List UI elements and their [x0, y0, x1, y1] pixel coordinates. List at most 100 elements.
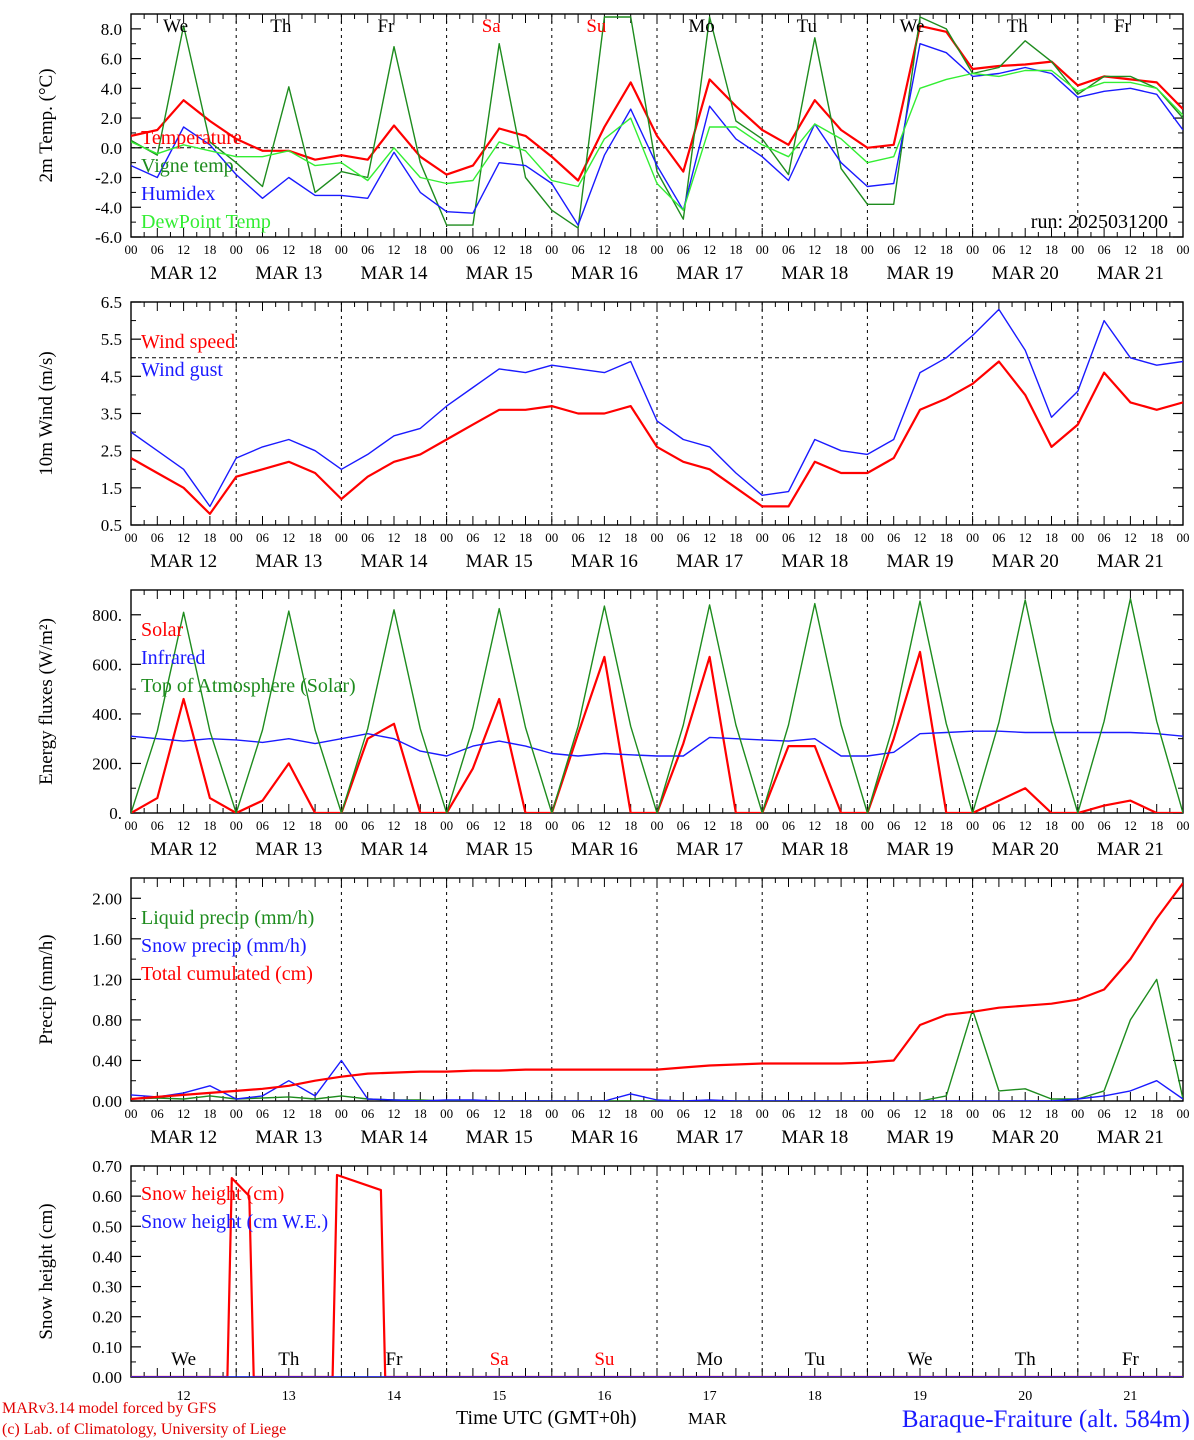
day-number: 19	[913, 1389, 927, 1404]
date-label: MAR 16	[571, 839, 638, 860]
date-label: MAR 13	[255, 551, 322, 572]
hour-tick-label: 00	[440, 818, 453, 833]
date-label: MAR 13	[255, 839, 322, 860]
hour-tick-label: 12	[1019, 1106, 1032, 1121]
hour-tick-label: 18	[414, 242, 427, 257]
day-number: 17	[703, 1389, 717, 1404]
date-label: MAR 21	[1097, 1127, 1164, 1148]
hour-tick-label: 00	[861, 242, 874, 257]
y-tick-label: 0.5	[101, 516, 122, 535]
hour-tick-label: 06	[572, 1106, 586, 1121]
series-line-blue	[131, 730, 1183, 757]
hour-tick-label: 00	[335, 818, 348, 833]
hour-tick-label: 06	[887, 530, 901, 545]
date-label: MAR 19	[886, 839, 953, 860]
date-label: MAR 19	[886, 1127, 953, 1148]
hour-tick-label: 18	[519, 818, 532, 833]
date-label: MAR 17	[676, 263, 743, 284]
hour-tick-label: 18	[624, 818, 637, 833]
date-label: MAR 17	[676, 551, 743, 572]
hour-tick-label: 18	[309, 1106, 322, 1121]
hour-tick-label: 06	[466, 530, 480, 545]
hour-tick-label: 06	[361, 818, 375, 833]
hour-tick-label: 18	[940, 818, 953, 833]
hour-tick-label: 18	[309, 530, 322, 545]
y-tick-label: 200.	[92, 754, 122, 773]
date-label: MAR 14	[360, 839, 428, 860]
hour-tick-label: 18	[309, 818, 322, 833]
hour-tick-label: 12	[282, 1106, 295, 1121]
x-axis-title: Time UTC (GMT+0h)	[456, 1407, 637, 1429]
legend-entry: Wind speed	[141, 331, 235, 353]
hour-tick-label: 06	[572, 530, 586, 545]
day-name: Fr	[386, 1349, 404, 1370]
hour-tick-label: 00	[651, 242, 664, 257]
y-tick-label: 800.	[92, 606, 122, 625]
hour-tick-label: 18	[203, 1106, 216, 1121]
series-line-blue	[131, 43, 1183, 226]
hour-tick-label: 06	[677, 1106, 691, 1121]
y-tick-label: 0.80	[92, 1011, 122, 1030]
date-label: MAR 13	[255, 1127, 322, 1148]
hour-tick-label: 00	[125, 242, 138, 257]
legend-entry: Wind gust	[141, 359, 223, 381]
y-tick-label: 0.50	[92, 1217, 122, 1236]
hour-tick-label: 06	[992, 530, 1006, 545]
panel-4: 0.00 0.40 0.80 1.20 1.60 2.00 Precip (mm/h) Liq…	[36, 877, 1190, 1148]
hour-tick-label: 12	[703, 530, 716, 545]
hour-tick-label: 12	[808, 242, 821, 257]
hour-tick-label: 00	[651, 530, 664, 545]
series-line-blue	[131, 308, 1183, 508]
hour-tick-label: 06	[1098, 530, 1112, 545]
date-label: MAR 16	[571, 551, 638, 572]
hour-tick-label: 00	[756, 818, 769, 833]
legend-entry: Solar	[141, 619, 184, 641]
hour-tick-label: 06	[782, 242, 796, 257]
date-label: MAR 17	[676, 1127, 743, 1148]
hour-tick-label: 18	[835, 242, 848, 257]
series-line-red	[131, 1173, 1183, 1377]
hour-tick-label: 12	[598, 242, 611, 257]
hour-tick-label: 06	[1098, 242, 1112, 257]
hour-tick-label: 12	[914, 530, 927, 545]
y-axis-label: 10m Wind (m/s)	[36, 351, 57, 476]
hour-tick-label: 12	[1124, 818, 1137, 833]
y-tick-label: 0.	[109, 804, 122, 823]
date-label: MAR 15	[466, 551, 533, 572]
hour-tick-label: 12	[598, 1106, 611, 1121]
y-tick-label: 1.60	[92, 930, 122, 949]
date-label: MAR 20	[992, 1127, 1059, 1148]
hour-tick-label: 18	[835, 818, 848, 833]
hour-tick-label: 00	[1177, 818, 1190, 833]
hour-tick-label: 18	[1045, 818, 1058, 833]
panel-5: 0.00 0.10 0.20 0.30 0.40 0.50 0.60 0.70 Snow hei…	[36, 1157, 1184, 1404]
date-label: MAR 14	[360, 551, 428, 572]
hour-tick-label: 06	[151, 1106, 165, 1121]
y-tick-label: 0.0	[101, 139, 122, 158]
day-name: We	[908, 1349, 933, 1370]
hour-tick-label: 18	[940, 242, 953, 257]
legend-entry: Snow precip (mm/h)	[141, 935, 307, 957]
series-line-lightgreen	[131, 69, 1183, 211]
hour-tick-label: 00	[1071, 1106, 1084, 1121]
hour-tick-label: 00	[440, 530, 453, 545]
hour-tick-label: 12	[177, 530, 190, 545]
hour-tick-label: 06	[151, 242, 165, 257]
hour-tick-label: 12	[493, 530, 506, 545]
hour-tick-label: 00	[1177, 242, 1190, 257]
y-axis-label: Snow height (cm)	[36, 1203, 57, 1339]
day-number: 12	[177, 1389, 191, 1404]
hour-tick-label: 00	[545, 818, 558, 833]
hour-tick-label: 18	[203, 530, 216, 545]
hour-tick-label: 00	[125, 530, 138, 545]
day-number: 16	[597, 1389, 611, 1404]
hour-tick-label: 00	[335, 530, 348, 545]
date-label: MAR 18	[781, 839, 848, 860]
hour-tick-label: 00	[545, 530, 558, 545]
hour-tick-label: 00	[440, 242, 453, 257]
date-label: MAR 12	[150, 1127, 217, 1148]
y-tick-label: -6.0	[95, 228, 122, 247]
hour-tick-label: 06	[887, 1106, 901, 1121]
y-tick-label: 3.5	[101, 405, 122, 424]
day-name: Mo	[688, 16, 714, 37]
